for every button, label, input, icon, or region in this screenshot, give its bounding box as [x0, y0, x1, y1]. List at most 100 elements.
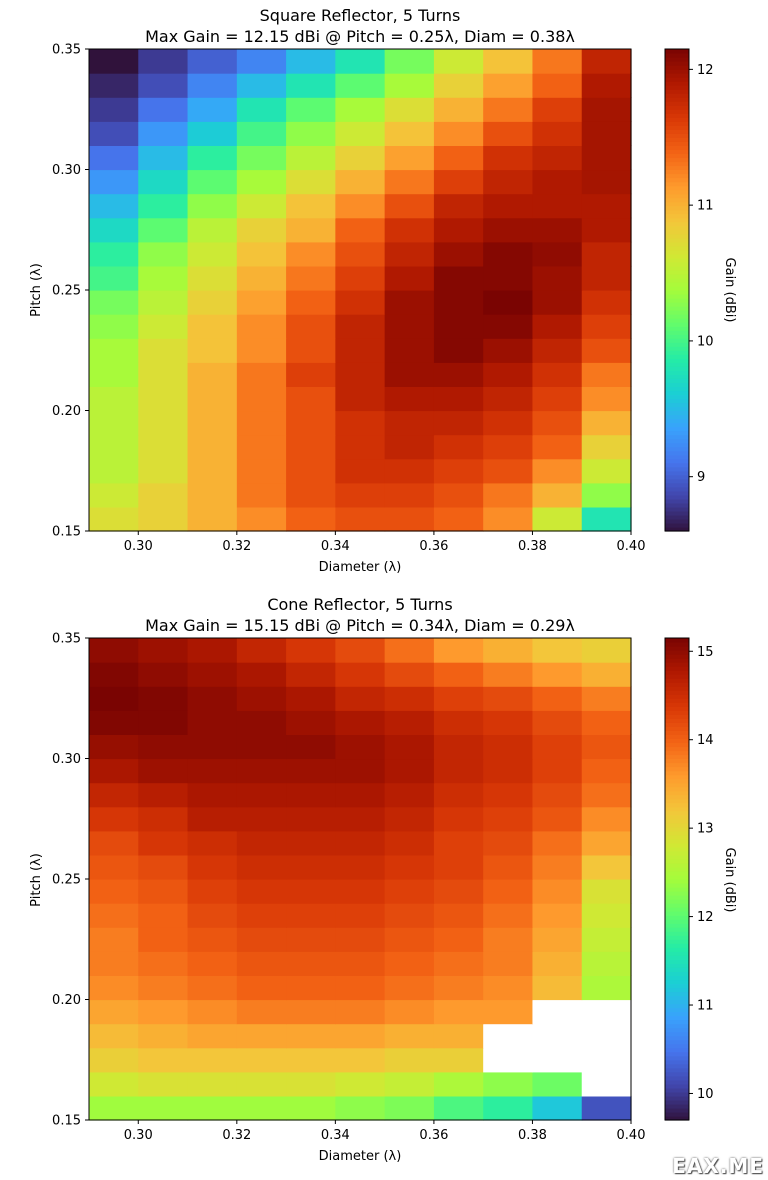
heatmap-cell [581, 217, 632, 243]
x-tick-label: 0.38 [518, 539, 547, 554]
colorbar-segment [665, 975, 689, 981]
heatmap-cell [138, 686, 189, 711]
colorbar-segment [665, 81, 689, 86]
colorbar-segment [665, 979, 689, 985]
colorbar: 9 10 11 12 [664, 48, 714, 532]
colorbar-segment [665, 1015, 689, 1021]
heatmap-cell [433, 927, 484, 952]
heatmap-cell [236, 482, 287, 508]
colorbar-segment [665, 887, 689, 892]
colorbar-segment [665, 1047, 689, 1053]
colorbar-segment [665, 402, 689, 408]
heatmap-cell [286, 806, 336, 832]
watermark-logo: EAX.ME [672, 1154, 764, 1178]
colorbar-segment [665, 277, 689, 283]
colorbar-segment [665, 1031, 689, 1037]
colorbar-segment [665, 394, 689, 400]
heatmap-cell [187, 710, 238, 735]
heatmap-cell [532, 338, 583, 363]
square-reflector-heatmap: Square Reflector, 5 Turns Max Gain = 12.… [29, 6, 737, 575]
colorbar-segment [665, 1115, 689, 1121]
colorbar-segment [665, 1059, 689, 1065]
heatmap-cell [581, 145, 632, 171]
heatmap-cell [581, 410, 632, 436]
heatmap-cell [138, 265, 189, 291]
colorbar-segment [665, 454, 689, 460]
heatmap-cell [89, 854, 139, 880]
heatmap-cell [335, 338, 386, 363]
heatmap-cell [483, 121, 534, 146]
heatmap-cell [483, 854, 534, 880]
colorbar-segment [665, 486, 689, 492]
colorbar-segment [665, 686, 689, 691]
heatmap-cell [433, 506, 484, 532]
heatmap-cell [187, 1023, 238, 1049]
colorbar-tick-label: 14 [697, 733, 714, 748]
colorbar-segment [665, 1051, 689, 1057]
colorbar-segment [665, 646, 689, 651]
heatmap-cell [335, 73, 386, 98]
colorbar-segment [665, 971, 689, 976]
heatmap-cell [384, 73, 435, 98]
heatmap-cell [187, 338, 238, 363]
heatmap-cell [433, 1071, 484, 1097]
heatmap-cell [384, 662, 435, 687]
colorbar-segment [665, 939, 689, 944]
heatmap-cell [89, 927, 139, 952]
colorbar-segment [665, 838, 689, 844]
heatmap-cell [187, 217, 238, 243]
heatmap-cell [236, 1047, 287, 1073]
heatmap-cell [286, 951, 336, 976]
colorbar-segment [665, 642, 689, 647]
colorbar-segment [665, 874, 689, 880]
colorbar-tick-label: 11 [697, 999, 714, 1014]
colorbar-segment [665, 1071, 689, 1077]
heatmap-cell [236, 1095, 287, 1121]
heatmap-cell [236, 758, 287, 784]
heatmap-cell [187, 686, 238, 711]
heatmap-cell [433, 434, 484, 460]
heatmap-cell [236, 782, 287, 808]
heatmap-cell [335, 434, 386, 460]
heatmap-cell [532, 458, 583, 484]
heatmap-cell [581, 193, 632, 219]
heatmap-cell [138, 662, 189, 687]
colorbar-segment [665, 726, 689, 731]
colorbar-segment [665, 866, 689, 872]
heatmap-cell [138, 638, 189, 663]
heatmap-cell [286, 927, 336, 952]
heatmap-cell [187, 806, 238, 832]
colorbar-segment [665, 834, 689, 840]
colorbar-segment [665, 870, 689, 876]
heatmap-cell [532, 97, 583, 122]
heatmap-cell [138, 169, 189, 195]
y-axis-label: Pitch (λ) [29, 263, 44, 317]
heatmap-cell [581, 999, 632, 1025]
colorbar-segment [665, 117, 689, 122]
heatmap-cell [89, 145, 139, 171]
heatmap-cell [286, 386, 336, 412]
colorbar-segment [665, 658, 689, 663]
heatmap-cell [236, 879, 287, 904]
colorbar-segment [665, 165, 689, 171]
heatmap-cell [433, 169, 484, 195]
colorbar-segment [665, 999, 689, 1005]
colorbar-segment [665, 786, 689, 792]
heatmap-cell [187, 386, 238, 412]
colorbar-segment [665, 1095, 689, 1101]
heatmap-cell [286, 410, 336, 436]
heatmap-cell [384, 854, 435, 880]
heatmap-cell [286, 314, 336, 339]
chart-title: Cone Reflector, 5 Turns [267, 595, 452, 614]
colorbar-segment [665, 690, 689, 695]
colorbar-segment [665, 891, 689, 896]
heatmap-cell [89, 217, 139, 243]
heatmap-cell [483, 217, 534, 243]
colorbar-segment [665, 1079, 689, 1085]
colorbar-frame [664, 637, 690, 1121]
heatmap-cell [433, 482, 484, 508]
heatmap-cell [138, 290, 189, 315]
colorbar-segment [665, 734, 689, 740]
heatmap-cell [433, 193, 484, 219]
heatmap-cell [384, 830, 435, 856]
